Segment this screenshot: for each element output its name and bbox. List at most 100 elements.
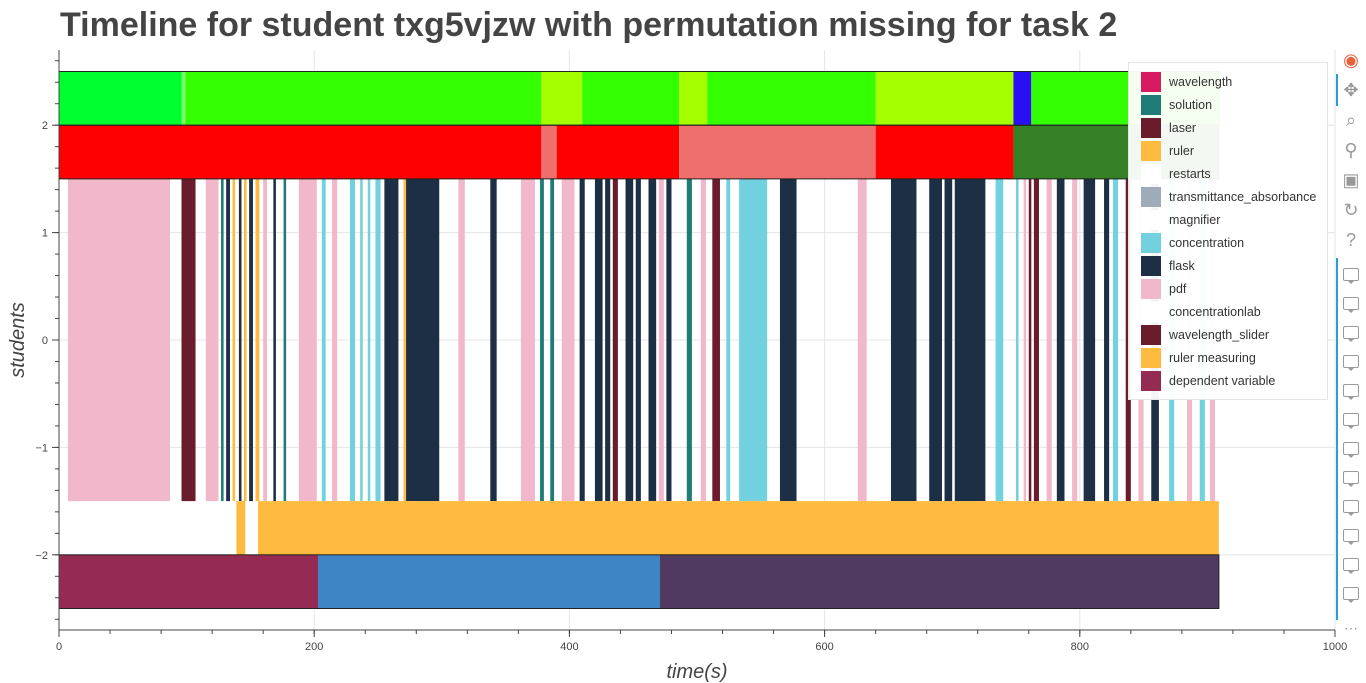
hover-tool-icon: [1343, 383, 1359, 400]
legend-label: transmittance_absorbance: [1169, 190, 1317, 204]
legend-swatch: [1141, 118, 1161, 138]
timeline-segment-row-2: [954, 178, 986, 502]
timeline-segment-row-2: [384, 178, 399, 502]
timeline-segment-row-2: [273, 178, 276, 502]
save-tool-icon[interactable]: ▣: [1342, 169, 1360, 190]
plot-toolbar: ◉ ✥ ⌕ ⚲ ▣ ↻? ⋯: [1335, 44, 1366, 644]
legend-label: wavelength_slider: [1169, 328, 1270, 342]
timeline-segment-row-2: [779, 178, 797, 502]
legend-item[interactable]: dependent variable: [1141, 371, 1275, 391]
hover-tool-icon: [1343, 470, 1359, 487]
hover-tool-button[interactable]: [1339, 320, 1363, 344]
timeline-segment-row-2: [255, 178, 260, 502]
timeline-segment-row-2: [658, 178, 664, 502]
timeline-segment-row-2: [605, 178, 611, 502]
toolbar-active-indicator: [1336, 74, 1338, 106]
timeline-segment-row-2: [1083, 178, 1096, 502]
legend-item[interactable]: flask: [1141, 256, 1195, 276]
help-tool-icon[interactable]: ?: [1345, 229, 1356, 250]
timeline-segment-row-4: [318, 554, 660, 609]
legend-item[interactable]: concentrationlab: [1141, 302, 1261, 322]
hover-tool-button[interactable]: [1339, 349, 1363, 373]
legend-label: dependent variable: [1169, 374, 1276, 388]
hover-tool-button[interactable]: [1339, 291, 1363, 315]
legend-item[interactable]: solution: [1141, 95, 1212, 115]
box-zoom-tool-icon[interactable]: ⌕: [1345, 109, 1357, 130]
timeline-segment-row-2: [1104, 178, 1110, 502]
legend-swatch: [1141, 371, 1161, 391]
timeline-segment-row-2: [625, 178, 634, 502]
legend-label: concentrationlab: [1169, 305, 1261, 319]
reset-tool-icon[interactable]: ↻: [1343, 199, 1359, 220]
legend-item[interactable]: wavelength: [1141, 72, 1232, 92]
timeline-segment-row-4: [59, 554, 319, 609]
chart-title: Timeline for student txg5vjzw with permu…: [60, 6, 1118, 44]
y-tick-label: 2: [42, 120, 48, 132]
timeline-segment-row-2: [579, 178, 585, 502]
timeline-segment-row-2: [1056, 178, 1065, 502]
timeline-segment-row-2: [929, 178, 942, 502]
y-tick-label: 1: [42, 228, 48, 240]
legend-item[interactable]: wavelength_slider: [1141, 325, 1269, 345]
legend-swatch: [1141, 302, 1161, 322]
legend-item[interactable]: ruler: [1141, 141, 1194, 161]
timeline-segment-row-2: [648, 178, 657, 502]
timeline-segment-row-2: [321, 178, 326, 502]
legend-item[interactable]: pdf: [1141, 279, 1186, 299]
timeline-segment-row-2: [349, 178, 356, 502]
x-tick-label: 400: [560, 641, 578, 653]
wheel-zoom-tool-icon[interactable]: ⚲: [1344, 139, 1358, 160]
hover-tool-button[interactable]: [1339, 378, 1363, 402]
timeline-segment-row-2: [995, 178, 1004, 502]
timeline-segment-row-2: [612, 178, 618, 502]
y-tick-label: 0: [42, 335, 48, 347]
timeline-segment-row-2: [367, 178, 371, 502]
hover-tool-button[interactable]: [1339, 581, 1363, 605]
legend-label: ruler measuring: [1169, 351, 1256, 365]
hover-tool-icon: [1343, 412, 1359, 429]
timeline-segment-row-2: [666, 178, 672, 502]
timeline-segment-row-2: [1028, 178, 1032, 502]
timeline-segment-row-1: [875, 125, 1014, 179]
legend-item[interactable]: transmittance_absorbance: [1141, 187, 1316, 207]
hover-tool-button[interactable]: [1339, 465, 1363, 489]
timeline-segment-row-0: [181, 71, 186, 126]
hover-tool-button[interactable]: [1339, 262, 1363, 286]
hover-tool-button[interactable]: [1339, 552, 1363, 576]
hover-tool-button[interactable]: [1339, 407, 1363, 431]
legend-item[interactable]: restarts: [1141, 164, 1211, 184]
timeline-segment-row-0: [541, 71, 583, 126]
bokeh-logo-icon[interactable]: ◉: [1343, 49, 1359, 70]
y-axis-label: students: [7, 302, 29, 378]
x-axis-label: time(s): [666, 661, 727, 683]
legend-item[interactable]: concentration: [1141, 233, 1244, 253]
hover-tool-icon: [1343, 528, 1359, 545]
legend-item[interactable]: laser: [1141, 118, 1196, 138]
timeline-segment-row-2: [360, 178, 363, 502]
hover-tool-button[interactable]: [1339, 436, 1363, 460]
hover-tool-button[interactable]: [1339, 523, 1363, 547]
timeline-bars: [58, 70, 1220, 610]
timeline-segment-row-2: [181, 178, 196, 502]
timeline-segment-row-1: [679, 125, 876, 179]
hover-tool-icon: [1343, 296, 1359, 313]
hover-tool-icon: [1343, 586, 1359, 603]
timeline-segment-row-2: [406, 178, 440, 502]
x-tick-label: 200: [305, 641, 323, 653]
legend-item[interactable]: ruler measuring: [1141, 348, 1256, 368]
legend-label: wavelength: [1169, 75, 1233, 89]
timeline-segment-row-2: [249, 178, 253, 502]
timeline-segment-row-0: [707, 71, 876, 126]
more-tools-icon[interactable]: ⋯: [1344, 619, 1358, 636]
timeline-segment-row-2: [490, 178, 497, 502]
hover-tool-icon: [1343, 267, 1359, 284]
legend-item[interactable]: magnifier: [1141, 210, 1220, 230]
pan-tool-icon[interactable]: ✥: [1343, 79, 1359, 100]
timeline-segment-row-4: [659, 554, 1219, 609]
hover-tool-button[interactable]: [1339, 494, 1363, 518]
timeline-segment-row-2: [283, 178, 287, 502]
timeline-segment-row-2: [1033, 178, 1039, 502]
timeline-segment-row-2: [700, 178, 706, 502]
timeline-segment-row-2: [857, 178, 867, 502]
